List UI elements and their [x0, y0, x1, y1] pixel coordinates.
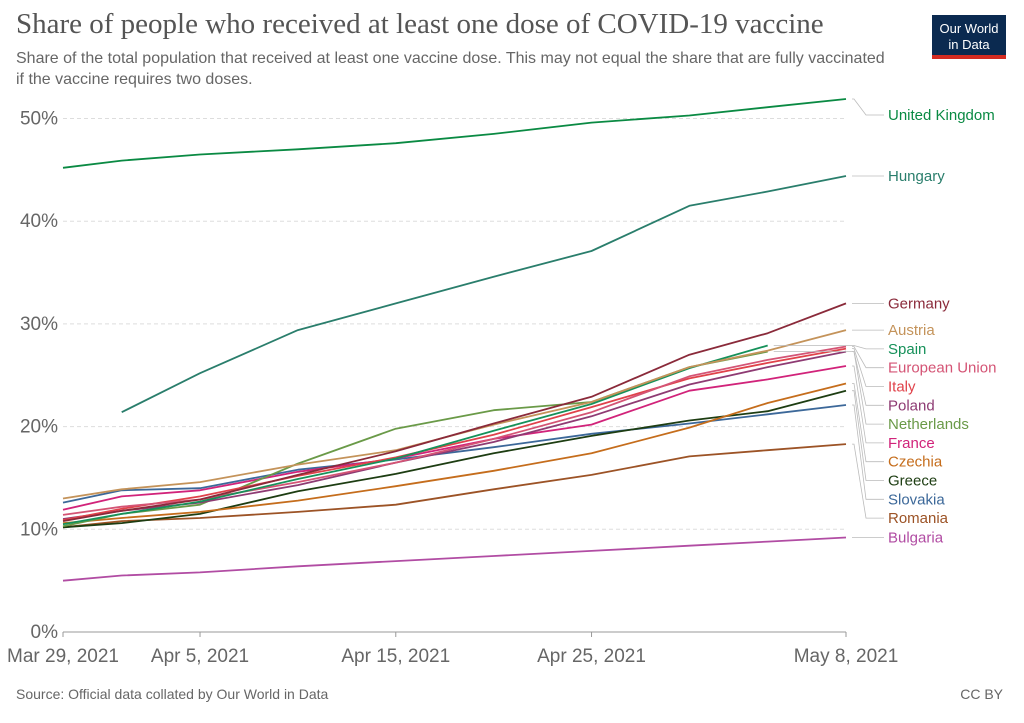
chart-title: Share of people who received at least on…: [16, 8, 824, 40]
line-chart: 0% 10% 20% 30% 40% 50% Mar 29, 2021 Apr 5, 202…: [7, 98, 996, 667]
legend-label-germany: Germany: [888, 295, 950, 312]
legend-label-netherlands: Netherlands: [888, 416, 969, 433]
series-line-european-union: [62, 345, 847, 516]
y-tick-label: 0%: [31, 622, 59, 643]
series-line-spain: [62, 344, 768, 526]
series-line-bulgaria: [62, 536, 847, 582]
x-axis: Mar 29, 2021 Apr 5, 2021 Apr 15, 2021 Apr 2…: [7, 632, 898, 667]
series-line-poland: [62, 350, 847, 520]
logo-line-1: Our World: [939, 21, 999, 36]
legend-label-greece: Greece: [888, 472, 937, 489]
legend-leader-czechia: [852, 383, 884, 463]
x-tick-label: May 8, 2021: [794, 646, 899, 667]
y-tick-label: 50%: [20, 109, 58, 130]
legend-leader-united-kingdom: [852, 98, 884, 116]
logo-accent-bar: [932, 55, 1006, 59]
legend-label-slovakia: Slovakia: [888, 491, 945, 508]
series-line-germany: [62, 302, 847, 522]
y-tick-label: 20%: [20, 417, 58, 438]
legend-label-poland: Poland: [888, 397, 935, 414]
license-label[interactable]: CC BY: [960, 686, 1003, 702]
series-line-czechia: [62, 382, 847, 524]
legend-label-czechia: Czechia: [888, 454, 943, 471]
legend-label-hungary: Hungary: [888, 168, 945, 185]
series-line-france: [62, 365, 847, 511]
legend-leader-greece: [852, 390, 884, 481]
series-line-austria: [62, 329, 847, 500]
series-line-romania: [62, 443, 847, 529]
x-tick-label: Mar 29, 2021: [7, 646, 119, 667]
legend: United Kingdom Hungary Germany Austria Spain…: [773, 98, 996, 547]
x-tick-label: Apr 5, 2021: [151, 646, 249, 667]
legend-label-france: France: [888, 435, 935, 452]
y-tick-label: 30%: [20, 314, 58, 335]
series-line-united-kingdom: [62, 98, 847, 169]
legend-leader-slovakia: [852, 404, 884, 500]
legend-label-bulgaria: Bulgaria: [888, 530, 944, 547]
x-tick-label: Apr 25, 2021: [537, 646, 646, 667]
series-line-hungary: [121, 175, 847, 414]
owid-logo[interactable]: Our World in Data: [932, 15, 1006, 59]
legend-label-spain: Spain: [888, 341, 926, 358]
legend-leader-european-union: [852, 346, 884, 369]
legend-leader-poland: [852, 351, 884, 406]
chart-subtitle: Share of the total population that recei…: [16, 50, 885, 88]
y-gridlines: [63, 118, 846, 633]
x-tick-label: Apr 15, 2021: [341, 646, 450, 667]
source-note[interactable]: Source: Official data collated by Our Wo…: [16, 686, 329, 702]
legend-leader-spain: [773, 345, 884, 350]
legend-label-italy: Italy: [888, 378, 916, 395]
legend-label-romania: Romania: [888, 510, 949, 527]
series-line-slovakia: [62, 404, 847, 504]
y-tick-label: 10%: [20, 519, 58, 540]
legend-leader-italy: [852, 348, 884, 387]
legend-leader-france: [852, 365, 884, 444]
y-axis-ticks: 0% 10% 20% 30% 40% 50%: [20, 109, 58, 643]
legend-label-european-union: European Union: [888, 360, 996, 377]
series-lines: [62, 98, 847, 582]
legend-label-united-kingdom: United Kingdom: [888, 107, 995, 124]
legend-leader-romania: [852, 443, 884, 519]
legend-leader-netherlands: [773, 351, 884, 425]
y-tick-label: 40%: [20, 211, 58, 232]
legend-label-austria: Austria: [888, 322, 935, 339]
logo-line-2: in Data: [948, 37, 990, 52]
